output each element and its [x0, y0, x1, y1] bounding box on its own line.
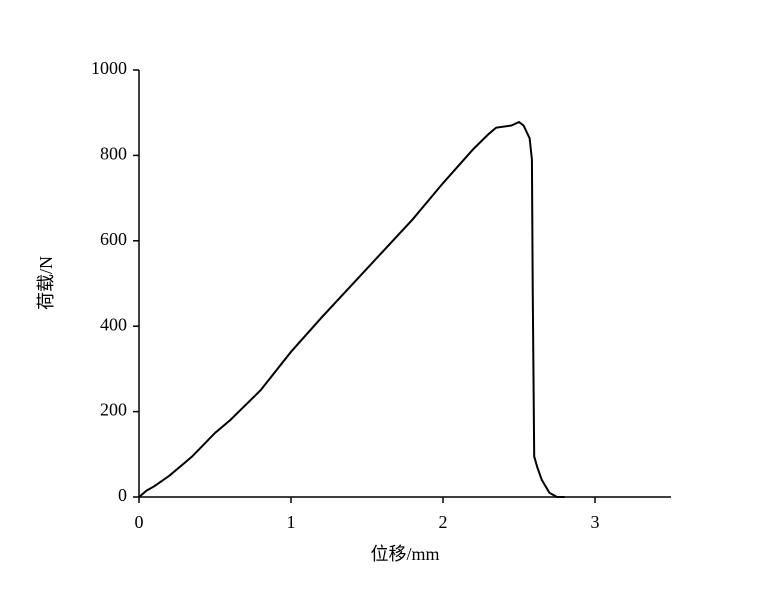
x-tick-label: 1	[287, 512, 296, 532]
x-axis-label: 位移/mm	[370, 544, 439, 564]
y-tick-label: 200	[100, 400, 127, 420]
y-tick-label: 800	[100, 144, 127, 164]
x-tick-label: 0	[135, 512, 144, 532]
y-tick-label: 1000	[91, 58, 127, 78]
y-tick-label: 0	[118, 485, 127, 505]
x-tick-label: 3	[591, 512, 600, 532]
data-line	[138, 120, 565, 498]
y-tick-label: 400	[100, 314, 127, 334]
y-tick-label: 600	[100, 229, 127, 249]
y-axis-label: 荷载/N	[36, 256, 56, 310]
x-tick-label: 2	[439, 512, 448, 532]
